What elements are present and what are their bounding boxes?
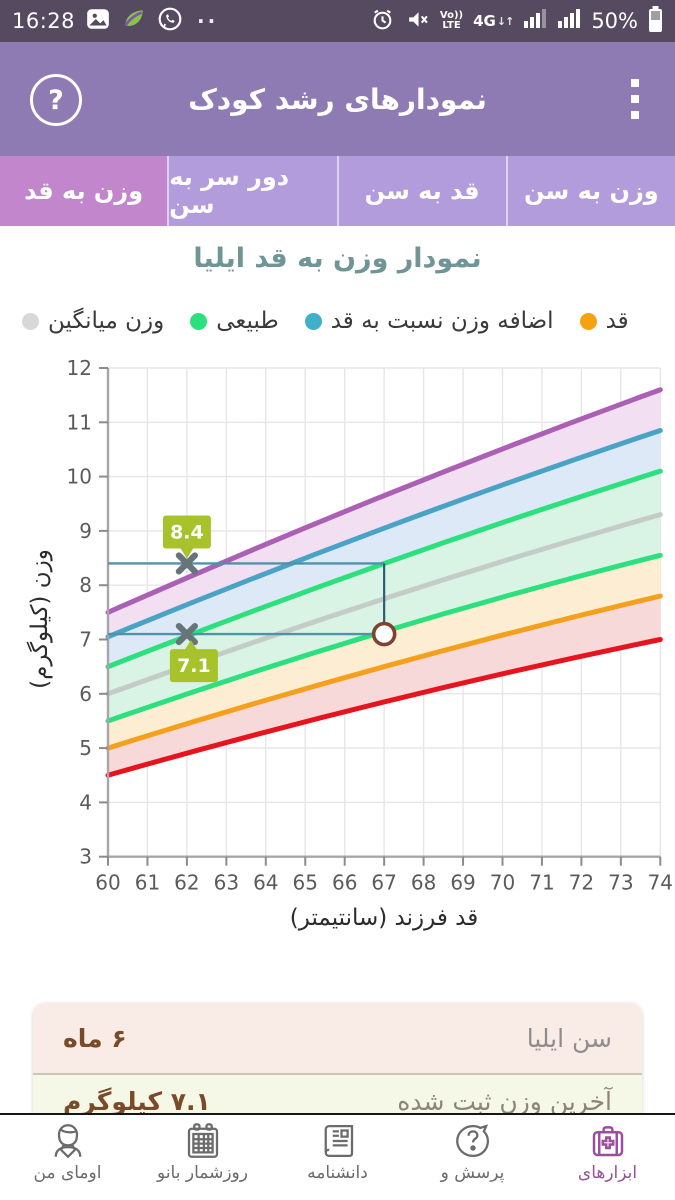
svg-text:72: 72 (569, 871, 594, 895)
svg-text:67: 67 (371, 871, 396, 895)
alarm-icon (370, 7, 395, 36)
svg-text:64: 64 (253, 871, 278, 895)
status-bar: 16:28 ·· Vo)) LTE 4G ↓↑ 50% (0, 0, 675, 42)
signal-bars-icon-2 (557, 8, 581, 34)
nav-item-lady-calendar[interactable]: روزشمار بانو (135, 1115, 270, 1200)
nav-label: دانشنامه (307, 1163, 368, 1183)
legend-dot-blue (304, 312, 322, 330)
battery-percent: 50% (591, 9, 638, 33)
svg-text:60: 60 (95, 871, 120, 895)
svg-text:63: 63 (214, 871, 239, 895)
page-title: نمودارهای رشد کودک (188, 82, 487, 116)
question-icon (452, 1120, 494, 1162)
child-age-row: سن ایلیا ۶ ماه (33, 1003, 642, 1075)
nav-label: ابزارهای (577, 1163, 638, 1183)
volte-indicator: Vo)) LTE (439, 10, 464, 31)
svg-text:71: 71 (529, 871, 554, 895)
legend-dot-orange (579, 312, 597, 330)
svg-text:12: 12 (67, 356, 92, 380)
bottom-nav: اومای من روزشمار بانو (0, 1113, 675, 1200)
svg-text:8.4: 8.4 (170, 521, 204, 543)
svg-text:70: 70 (490, 871, 515, 895)
svg-text:9: 9 (79, 519, 92, 543)
tab-head-circumference-for-age[interactable]: دور سر به سن (167, 156, 336, 226)
overflow-menu-button[interactable] (627, 75, 643, 123)
tab-weight-for-age[interactable]: وزن به سن (505, 156, 675, 226)
calendar-icon (182, 1120, 224, 1162)
svg-text:66: 66 (332, 871, 357, 895)
legend-label: وزن میانگین (48, 308, 165, 334)
x-axis-label: قد فرزند (سانتیمتر) (289, 905, 479, 931)
nav-item-tools[interactable]: ابزارهای (540, 1115, 675, 1200)
svg-text:69: 69 (450, 871, 475, 895)
gallery-icon (85, 6, 111, 36)
app-header: ? نمودارهای رشد کودک (0, 42, 675, 156)
nav-label: اومای من (33, 1163, 102, 1183)
age-value: ۶ ماه (63, 1023, 127, 1053)
whatsapp-icon (157, 6, 183, 36)
svg-text:7: 7 (79, 628, 92, 652)
tab-height-for-age[interactable]: قد به سن (336, 156, 506, 226)
svg-text:3: 3 (79, 845, 92, 869)
chart-title: نمودار وزن به قد ایلیا (193, 243, 482, 274)
chart-legend: وزن میانگین طبیعی اضافه وزن نسبت به قد ق… (22, 308, 629, 334)
help-button[interactable]: ? (30, 74, 82, 126)
nav-item-my-ouma[interactable]: اومای من (0, 1115, 135, 1200)
svg-text:10: 10 (67, 465, 92, 489)
svg-text:8: 8 (79, 573, 92, 597)
nav-label: روزشمار بانو (157, 1163, 248, 1183)
svg-text:68: 68 (411, 871, 436, 895)
chart-type-tabs: وزن به قد دور سر به سن قد به سن وزن به س… (0, 156, 675, 226)
svg-text:65: 65 (293, 871, 318, 895)
mute-icon (405, 7, 430, 36)
nav-label: پرسش و (440, 1163, 505, 1183)
legend-item-normal[interactable]: طبیعی (190, 308, 279, 334)
network-type-indicator: 4G ↓↑ (473, 12, 514, 30)
legend-label: طبیعی (216, 308, 279, 334)
legend-item-overweight-for-height[interactable]: اضافه وزن نسبت به قد (304, 308, 554, 334)
child-info-card: سن ایلیا ۶ ماه آخرین وزن ثبت شده ۷.۱ کیل… (33, 1003, 642, 1116)
legend-label: اضافه وزن نسبت به قد (330, 308, 554, 334)
svg-text:61: 61 (135, 871, 160, 895)
legend-item-mean-weight[interactable]: وزن میانگین (22, 308, 164, 334)
battery-icon (648, 5, 663, 37)
legend-label: قد (605, 308, 629, 334)
signal-bars-icon-1 (523, 8, 547, 34)
svg-text:11: 11 (67, 410, 92, 434)
nav-item-encyclopedia[interactable]: دانشنامه (270, 1115, 405, 1200)
nav-item-questions[interactable]: پرسش و (405, 1115, 540, 1200)
last-weight-row: آخرین وزن ثبت شده ۷.۱ کیلوگرم (33, 1075, 642, 1116)
svg-text:4: 4 (79, 790, 92, 814)
legend-dot-gray (22, 312, 39, 330)
last-weight-label: آخرین وزن ثبت شده (397, 1087, 612, 1116)
y-axis-label: وزن (کیلوگرم) (27, 549, 53, 689)
age-label: سن ایلیا (526, 1023, 612, 1053)
svg-text:6: 6 (79, 682, 92, 706)
legend-item-clipped[interactable]: قد (579, 308, 629, 334)
svg-text:74: 74 (648, 871, 673, 895)
avatar-icon (47, 1120, 89, 1162)
more-notifications-dots: ·· (197, 9, 219, 33)
svg-text:73: 73 (608, 871, 633, 895)
leaf-app-icon (121, 6, 147, 36)
svg-text:5: 5 (79, 736, 92, 760)
tools-icon (587, 1120, 629, 1162)
last-weight-value: ۷.۱ کیلوگرم (63, 1087, 211, 1116)
svg-text:62: 62 (174, 871, 199, 895)
clock-time: 16:28 (12, 9, 76, 33)
tab-weight-for-height[interactable]: وزن به قد (0, 156, 168, 226)
legend-dot-green (190, 312, 208, 330)
encyclopedia-icon (317, 1120, 359, 1162)
svg-text:7.1: 7.1 (177, 655, 211, 677)
